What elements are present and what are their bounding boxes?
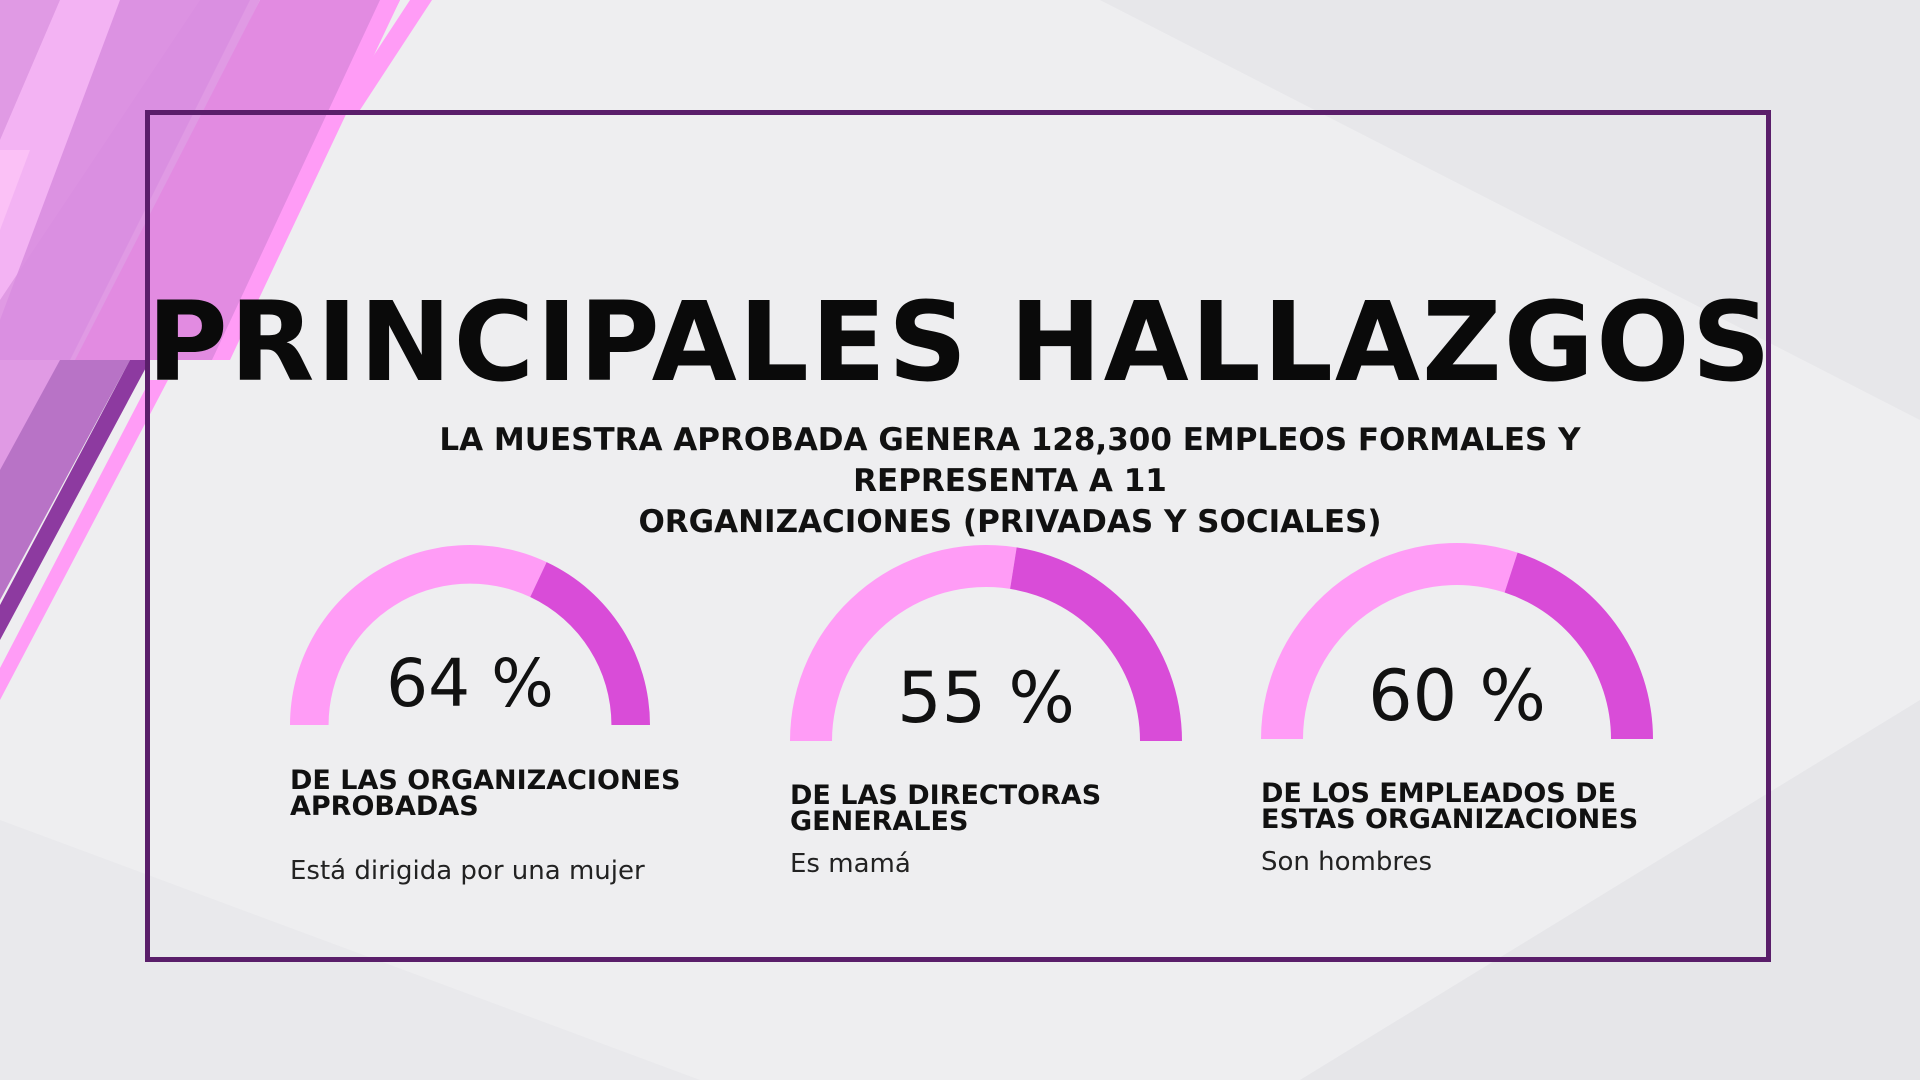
- gauge-label-line-1: DE LAS ORGANIZACIONES: [290, 765, 681, 796]
- gauge-percent: 64 %: [386, 645, 554, 722]
- gauge-label-line-1: DE LOS EMPLEADOS DE: [1261, 778, 1617, 809]
- gauge-description: Es mamá: [790, 849, 911, 879]
- subtitle-line-1: LA MUESTRA APROBADA GENERA 128,300 EMPLE…: [439, 422, 1581, 499]
- gauge-fill-remainder: [1010, 547, 1182, 741]
- gauge-fill-remainder: [1504, 552, 1653, 739]
- gauge-label-line-2: GENERALES: [790, 806, 969, 837]
- gauge-label: DE LAS ORGANIZACIONES APROBADAS: [290, 765, 710, 822]
- content-frame: [145, 110, 1771, 962]
- page-title: PRINCIPALES HALLAZGOS: [147, 278, 1773, 406]
- gauge-empleados: 60 %: [1261, 543, 1653, 739]
- gauge-fill-value: [290, 545, 547, 725]
- gauge-percent: 60 %: [1368, 655, 1546, 737]
- subtitle: LA MUESTRA APROBADA GENERA 128,300 EMPLE…: [340, 420, 1680, 543]
- gauge-arc: [790, 545, 1182, 741]
- subtitle-line-2: ORGANIZACIONES (PRIVADAS Y SOCIALES): [638, 504, 1382, 540]
- gauge-label: DE LAS DIRECTORAS GENERALES: [790, 780, 1210, 837]
- gauge-percent: 55 %: [897, 657, 1075, 739]
- decorative-stripes: [0, 0, 432, 700]
- gauge-label-line-2: ESTAS ORGANIZACIONES: [1261, 804, 1639, 835]
- gauge-arc: [1261, 543, 1653, 739]
- gauge-fill-value: [790, 545, 1017, 741]
- gauge-fill-value: [1261, 543, 1518, 739]
- gauge-label-line-1: DE LAS DIRECTORAS: [790, 780, 1102, 811]
- gauge-description: Son hombres: [1261, 847, 1433, 877]
- gauge-arc: [290, 545, 650, 725]
- gauge-description: Está dirigida por una mujer: [290, 856, 645, 886]
- gauge-fill-remainder: [530, 562, 650, 725]
- gauge-organizaciones: 64 %: [290, 545, 650, 725]
- gauge-label-line-2: APROBADAS: [290, 791, 479, 822]
- gauge-directoras: 55 %: [790, 545, 1182, 741]
- gauge-label: DE LOS EMPLEADOS DE ESTAS ORGANIZACIONES: [1261, 778, 1681, 835]
